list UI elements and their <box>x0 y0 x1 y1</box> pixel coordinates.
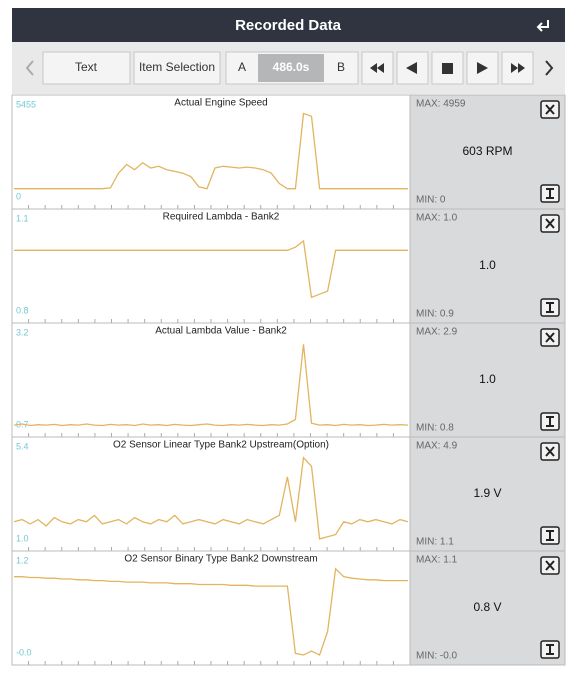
text-button[interactable] <box>42 51 131 85</box>
max-label: MAX: 4.9 <box>416 441 458 452</box>
data-line <box>13 344 409 427</box>
a-marker[interactable]: A <box>238 60 246 74</box>
chart-title: O2 Sensor Binary Type Bank2 Downstream <box>124 554 317 565</box>
current-value: 1.0 <box>479 258 496 272</box>
item-selection-button[interactable] <box>133 51 221 85</box>
plot-area <box>11 322 411 438</box>
info-icon <box>546 530 554 541</box>
y-tick-label: 5455 <box>16 99 36 109</box>
value-panel <box>409 322 566 438</box>
chart-title: Actual Engine Speed <box>174 98 267 109</box>
max-label: MAX: 4959 <box>416 99 466 110</box>
y-tick-label: 1.1 <box>16 213 29 223</box>
current-value: 1.0 <box>479 372 496 386</box>
header-bar <box>12 8 565 42</box>
plot-area <box>11 208 411 324</box>
value-panel <box>409 550 566 666</box>
close-icon <box>545 560 555 571</box>
plot-area <box>11 436 411 552</box>
stop-icon <box>442 63 453 74</box>
fast-forward-icon <box>511 63 525 73</box>
back-icon[interactable] <box>536 20 549 32</box>
time-box <box>258 54 324 82</box>
min-label: MIN: 0 <box>416 195 446 206</box>
data-line <box>14 112 408 190</box>
chart-title: O2 Sensor Linear Type Bank2 Upstream(Opt… <box>113 440 329 451</box>
b-marker[interactable]: B <box>337 60 345 74</box>
y-tick-label: 1.2 <box>16 555 29 565</box>
max-label: MAX: 1.1 <box>416 555 458 566</box>
y-tick-label: 0.8 <box>16 305 29 315</box>
close-icon <box>545 104 555 115</box>
data-line <box>14 239 408 299</box>
min-label: MIN: 0.8 <box>416 423 454 434</box>
data-line <box>14 567 408 656</box>
current-value: 603 RPM <box>462 144 512 158</box>
min-label: MIN: -0.0 <box>416 651 458 662</box>
plot-area <box>11 550 411 666</box>
info-icon <box>546 416 554 427</box>
next-arrow[interactable] <box>545 60 554 76</box>
y-tick-label: -0.0 <box>16 647 32 657</box>
time-value: 486.0s <box>273 60 310 74</box>
chart-title: Actual Lambda Value - Bank2 <box>155 326 287 337</box>
rewind-icon <box>370 63 384 73</box>
close-icon <box>545 332 555 343</box>
info-icon <box>546 302 554 313</box>
y-tick-label: 3.2 <box>16 327 29 337</box>
value-panel <box>409 208 566 324</box>
value-panel <box>409 436 566 552</box>
y-tick-label: 0 <box>16 191 21 201</box>
current-value: 0.8 V <box>473 600 501 614</box>
min-label: MIN: 0.9 <box>416 309 454 320</box>
close-icon <box>545 446 555 457</box>
max-label: MAX: 1.0 <box>416 213 458 224</box>
text-button-label[interactable]: Text <box>75 60 98 74</box>
info-icon <box>546 188 554 199</box>
chart-title: Required Lambda - Bank2 <box>163 212 280 223</box>
current-value: 1.9 V <box>473 486 501 500</box>
close-icon <box>545 218 555 229</box>
header-title: Recorded Data <box>235 17 342 34</box>
info-icon <box>546 644 554 655</box>
play-icon <box>477 62 488 74</box>
y-tick-label: 5.4 <box>16 441 29 451</box>
min-label: MIN: 1.1 <box>416 537 454 548</box>
data-line <box>13 456 409 540</box>
prev-arrow[interactable] <box>25 60 34 76</box>
y-tick-label: 1.0 <box>16 533 29 543</box>
max-label: MAX: 2.9 <box>416 327 458 338</box>
item-selection-label[interactable]: Item Selection <box>139 60 215 74</box>
step-back-icon <box>406 62 417 74</box>
plot-area <box>11 94 411 210</box>
